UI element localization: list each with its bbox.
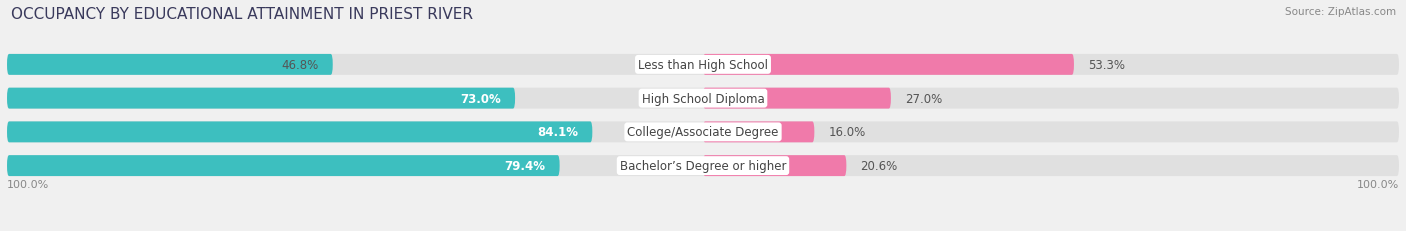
Text: Bachelor’s Degree or higher: Bachelor’s Degree or higher (620, 159, 786, 172)
FancyBboxPatch shape (7, 122, 592, 143)
FancyBboxPatch shape (7, 55, 333, 76)
Text: 20.6%: 20.6% (860, 159, 897, 172)
Text: College/Associate Degree: College/Associate Degree (627, 126, 779, 139)
FancyBboxPatch shape (7, 55, 1399, 76)
FancyBboxPatch shape (7, 155, 560, 176)
FancyBboxPatch shape (7, 88, 515, 109)
Text: Less than High School: Less than High School (638, 59, 768, 72)
Text: 100.0%: 100.0% (7, 179, 49, 189)
FancyBboxPatch shape (7, 88, 1399, 109)
Text: 46.8%: 46.8% (281, 59, 319, 72)
Text: 79.4%: 79.4% (505, 159, 546, 172)
Text: OCCUPANCY BY EDUCATIONAL ATTAINMENT IN PRIEST RIVER: OCCUPANCY BY EDUCATIONAL ATTAINMENT IN P… (11, 7, 474, 22)
Text: 73.0%: 73.0% (460, 92, 501, 105)
Text: 100.0%: 100.0% (1357, 179, 1399, 189)
Text: 84.1%: 84.1% (537, 126, 578, 139)
FancyBboxPatch shape (7, 155, 1399, 176)
FancyBboxPatch shape (703, 155, 846, 176)
FancyBboxPatch shape (7, 122, 1399, 143)
Text: 16.0%: 16.0% (828, 126, 866, 139)
FancyBboxPatch shape (703, 55, 1074, 76)
Text: 53.3%: 53.3% (1088, 59, 1125, 72)
Text: High School Diploma: High School Diploma (641, 92, 765, 105)
Text: Source: ZipAtlas.com: Source: ZipAtlas.com (1285, 7, 1396, 17)
Text: 27.0%: 27.0% (905, 92, 942, 105)
FancyBboxPatch shape (703, 88, 891, 109)
FancyBboxPatch shape (703, 122, 814, 143)
